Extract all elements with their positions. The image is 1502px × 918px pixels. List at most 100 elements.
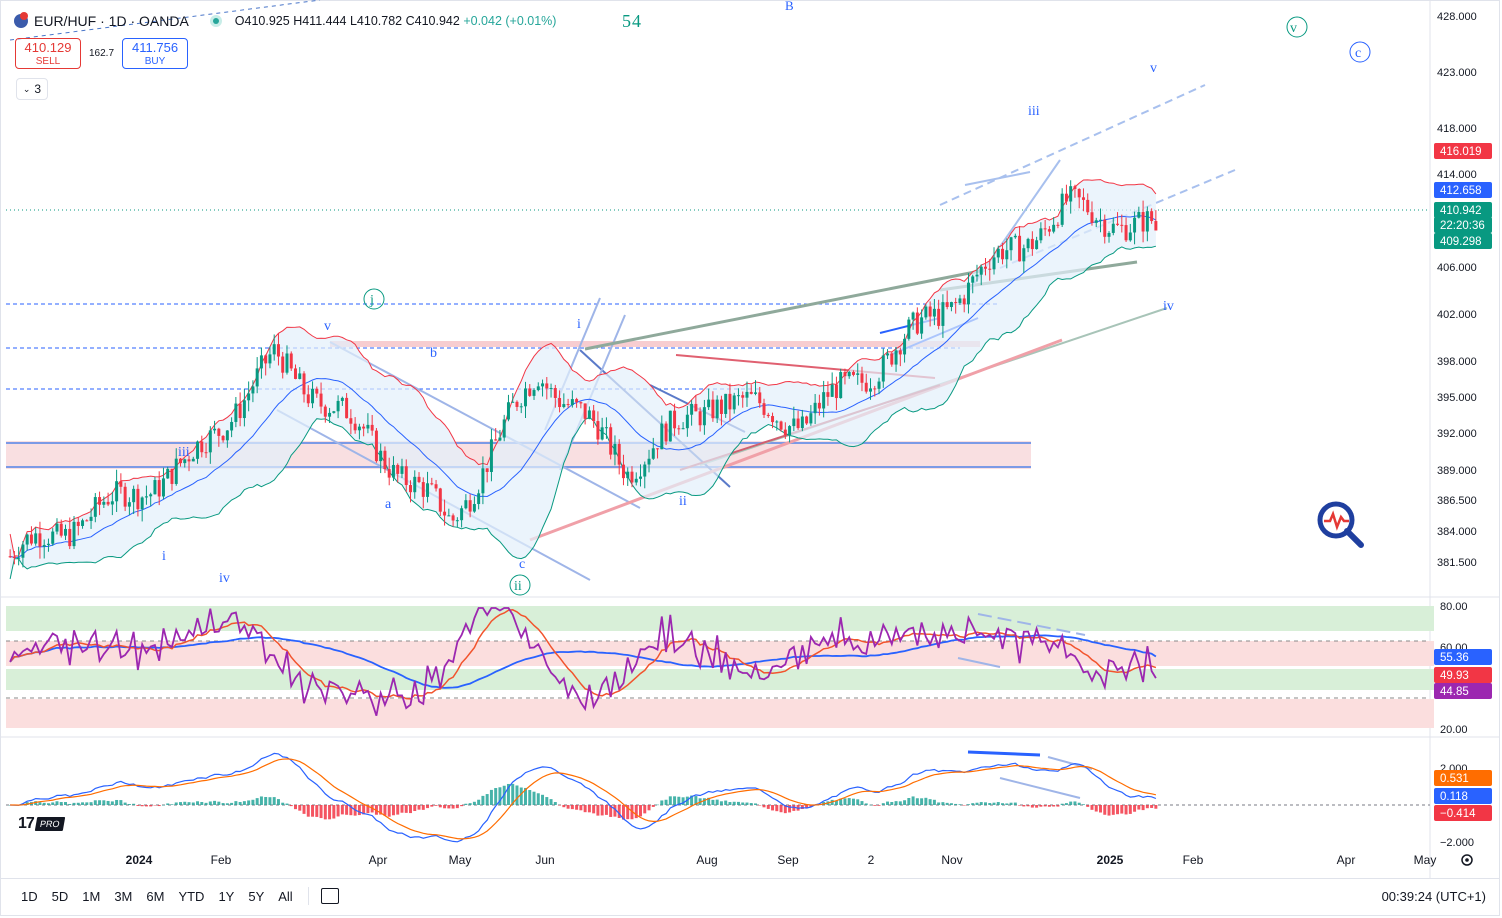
macd-histogram-bar <box>404 805 408 813</box>
candle-body <box>656 448 660 450</box>
sell-button[interactable]: 410.129 SELL <box>15 38 81 69</box>
magnifier-icon[interactable] <box>1316 500 1364 548</box>
price-badge: 0.531 <box>1434 770 1492 786</box>
candle-body <box>677 428 681 430</box>
candle-body <box>668 410 672 442</box>
rsi-zone-oversold <box>6 699 1434 728</box>
macd-series <box>8 752 1158 843</box>
timeframe-3m[interactable]: 3M <box>114 888 133 904</box>
candle-body <box>81 520 85 526</box>
candle-body <box>915 312 919 334</box>
clock-readout[interactable]: 00:39:24 (UTC+1) <box>1381 888 1486 904</box>
timeframe-1d[interactable]: 1D <box>21 888 38 904</box>
pro-badge: PRO <box>34 817 65 831</box>
candle-body <box>213 428 217 431</box>
candle-body <box>345 397 349 419</box>
candle-body <box>975 274 979 277</box>
macd-histogram-bar <box>349 805 353 816</box>
macd-histogram-bar <box>464 803 468 805</box>
timeframe-1y[interactable]: 1Y <box>218 888 235 904</box>
symbol-title[interactable]: EUR/HUF · 1D · OANDA <box>34 13 189 29</box>
time-tick: May <box>449 853 472 867</box>
candle-body <box>1064 193 1068 202</box>
candle-body <box>924 306 928 318</box>
macd-histogram-bar <box>524 787 527 805</box>
timeframe-5d[interactable]: 5D <box>51 888 69 904</box>
macd-histogram-bar <box>115 799 119 805</box>
candle-body <box>519 406 523 408</box>
gear-icon[interactable] <box>1461 854 1473 866</box>
tradingview-logo[interactable]: 17 PRO <box>18 815 65 833</box>
macd-histogram-bar <box>869 804 872 806</box>
macd-histogram-bar <box>592 805 596 814</box>
macd-histogram-bar <box>1022 805 1026 807</box>
price-badge: −0.414 <box>1434 805 1492 821</box>
timeframe-5y[interactable]: 5Y <box>248 888 265 904</box>
wave-circle <box>1349 41 1371 63</box>
timeframe-6m[interactable]: 6M <box>146 888 165 904</box>
macd-histogram-bar <box>596 805 600 816</box>
macd-histogram-bar <box>673 796 677 805</box>
candle-body <box>51 531 55 544</box>
candle-body <box>958 298 962 303</box>
candle-body <box>204 452 208 454</box>
price-badge: 412.658 <box>1434 182 1492 198</box>
price-tick: 386.500 <box>1437 495 1477 507</box>
candle-body <box>34 533 38 544</box>
candle-body <box>247 393 251 401</box>
wave-label: c <box>1355 46 1361 61</box>
price-badge-label: 410.942 <box>1440 205 1482 217</box>
candle-body <box>549 388 553 390</box>
indicators-collapse-button[interactable]: ⌄ 3 <box>16 78 48 100</box>
macd-histogram-bar <box>81 802 85 805</box>
macd-histogram-bar <box>528 790 532 805</box>
candle-body <box>1009 237 1013 251</box>
macd-histogram-bar <box>332 805 336 819</box>
candle-body <box>46 543 50 545</box>
timeframe-1m[interactable]: 1M <box>82 888 101 904</box>
candle-body <box>545 383 549 389</box>
macd-histogram-bar <box>387 805 391 817</box>
macd-histogram-bar <box>247 800 251 805</box>
macd-histogram-bar <box>166 803 170 805</box>
macd-histogram-bar <box>558 805 562 806</box>
macd-histogram-bar <box>68 803 72 805</box>
macd-histogram-bar <box>1145 805 1149 809</box>
price-badge-label: 412.658 <box>1440 185 1482 197</box>
macd-histogram-bar <box>792 805 796 811</box>
macd-histogram-bar <box>1116 805 1120 815</box>
macd-histogram-bar <box>834 800 838 805</box>
calendar-icon[interactable] <box>320 888 339 904</box>
candle-body <box>242 400 246 419</box>
macd-histogram-bar <box>311 805 315 817</box>
candle-body <box>762 403 766 415</box>
timeframe-all[interactable]: All <box>278 888 293 904</box>
candle-body <box>362 426 366 429</box>
candle-body <box>21 544 25 558</box>
macd-histogram-bar <box>64 802 67 805</box>
macd-histogram-bar <box>975 802 979 805</box>
macd-histogram-bar <box>285 803 289 805</box>
candle-body <box>1043 228 1047 230</box>
macd-histogram-bar <box>647 805 651 811</box>
candle-body <box>170 468 174 484</box>
macd-histogram-bar <box>626 805 630 820</box>
candle-body <box>651 448 655 459</box>
flag-icon <box>14 12 28 28</box>
candle-body <box>294 368 297 379</box>
candle-body <box>115 481 119 502</box>
macd-histogram-bar <box>477 799 481 805</box>
candle-body <box>592 410 596 422</box>
buy-button[interactable]: 411.756 BUY <box>122 38 189 69</box>
macd-histogram-bar <box>170 804 174 805</box>
macd-histogram-bar <box>932 799 936 805</box>
candle-body <box>42 544 46 547</box>
candle-body <box>98 497 102 505</box>
wave-label: 5 <box>622 11 631 31</box>
timeframe-ytd[interactable]: YTD <box>178 888 205 904</box>
macd-histogram-bar <box>839 798 843 805</box>
macd-histogram-bar <box>1124 805 1128 815</box>
macd-divergence <box>999 777 1081 799</box>
macd-tick: −2.000 <box>1440 837 1474 849</box>
